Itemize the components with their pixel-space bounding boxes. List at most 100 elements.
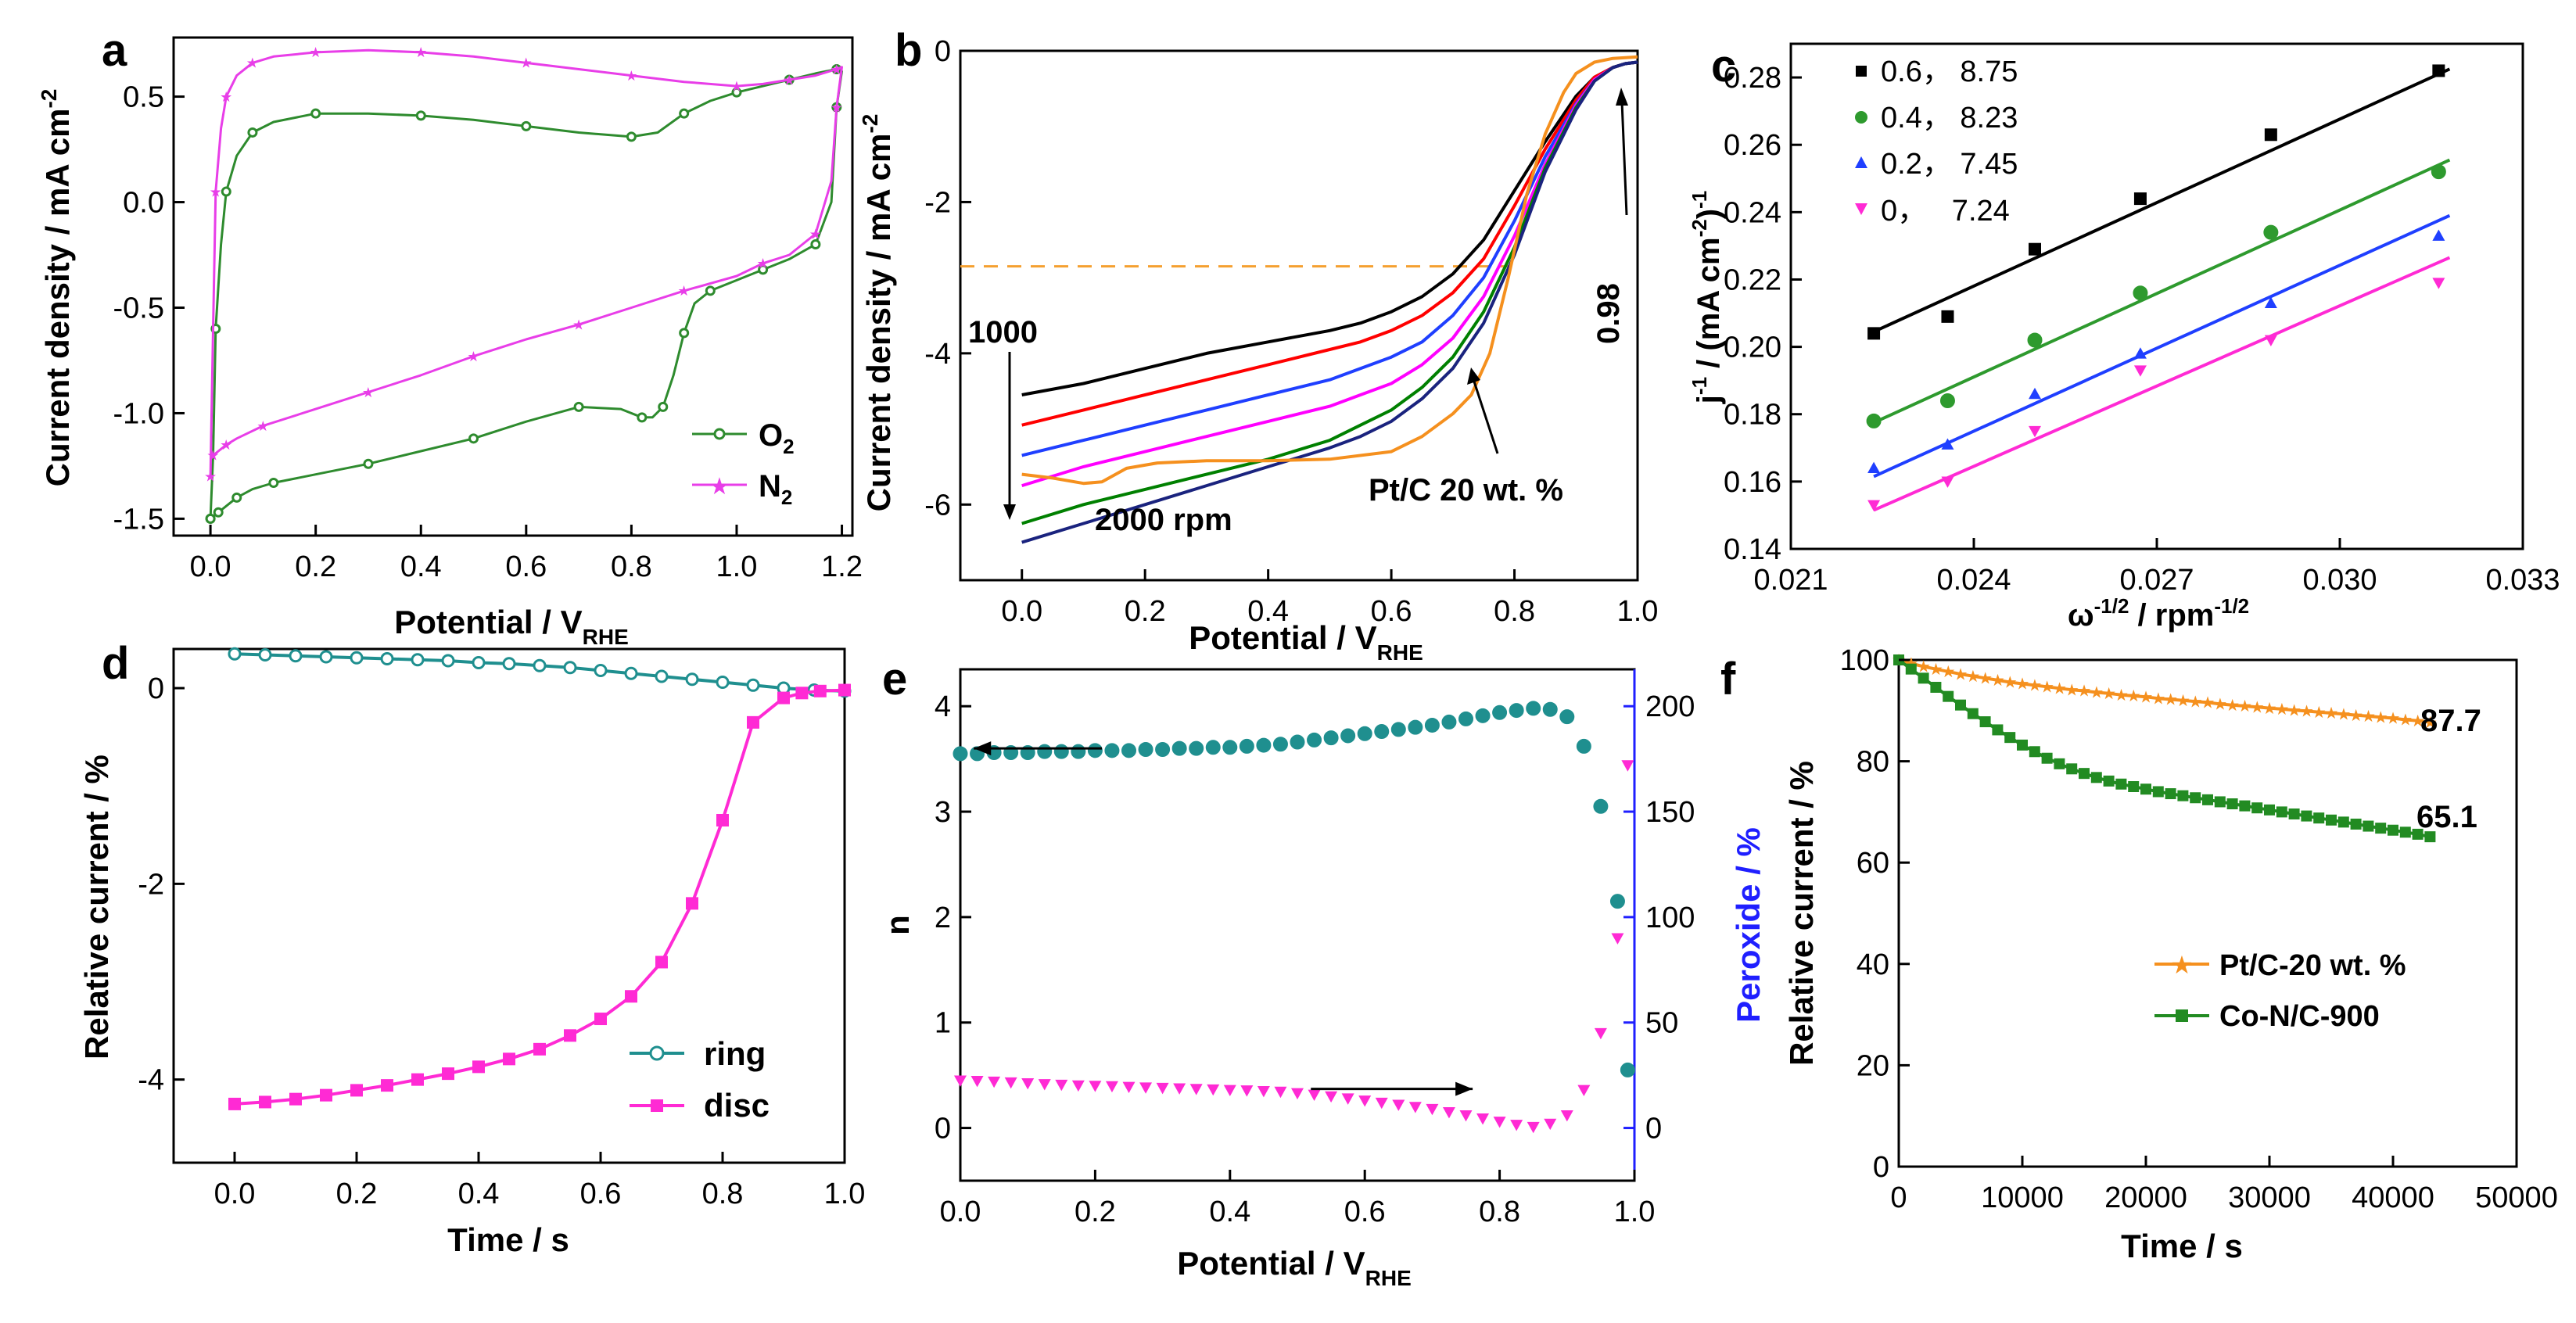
- data-point: ★: [2151, 690, 2165, 708]
- data-point: [810, 239, 821, 250]
- data-point: [1071, 1080, 1085, 1092]
- data-point: [795, 687, 809, 700]
- data-point: ★: [831, 99, 843, 115]
- series-line-disc: [234, 688, 845, 1106]
- panel-f-y-axis-label: Relative current / %: [1783, 761, 1820, 1066]
- data-point: [1620, 1062, 1635, 1077]
- data-point: [1139, 1082, 1153, 1094]
- data-point: [221, 186, 231, 197]
- panel-a-legend: O2 ★ N2: [692, 418, 795, 509]
- data-point: ★: [2176, 692, 2190, 710]
- x-tick-label: 0.2: [1125, 595, 1166, 628]
- data-point: [2399, 826, 2411, 838]
- panel-d-legend: ring disc: [630, 1035, 770, 1124]
- data-point: ★: [2386, 710, 2401, 728]
- legend-n2-label: N2: [759, 469, 792, 509]
- data-point: ★: [520, 56, 533, 71]
- panel-c-label: c: [1711, 41, 1736, 91]
- rpm-end-label: 2000 rpm: [1095, 503, 1232, 537]
- onset-arrow: [1620, 101, 1628, 216]
- x-tick-label: 0: [1890, 1181, 1907, 1214]
- y-tick-label: -4: [924, 338, 951, 371]
- x-tick-label: 0.8: [702, 1178, 744, 1210]
- y-tick-label: -1.5: [113, 503, 164, 536]
- data-point: [258, 648, 272, 662]
- fit-line: [1873, 158, 2451, 425]
- panel-c-legend: 0.6， 8.75 0.4， 8.23 0.2， 7.45 0， 7.24: [1855, 56, 2018, 228]
- data-point: [1527, 1121, 1540, 1134]
- data-point: [468, 433, 479, 444]
- panel-b-label: b: [895, 25, 922, 76]
- y-tick-label: 0.18: [1724, 399, 1781, 432]
- data-point: [1239, 738, 1254, 754]
- data-point: [380, 652, 394, 666]
- data-point: [502, 657, 516, 671]
- x-tick-label: 0.027: [2119, 564, 2194, 597]
- data-point: [777, 691, 790, 705]
- data-point: ★: [362, 385, 375, 400]
- data-point: [1004, 1077, 1017, 1089]
- data-point: [1576, 738, 1591, 754]
- series-line-n2: [209, 48, 843, 477]
- series-line: [1021, 60, 1638, 544]
- y-tick-label: 0.16: [1724, 466, 1781, 499]
- right-y-tick-label: 0: [1645, 1113, 1662, 1146]
- x-tick-label: 1.0: [716, 550, 758, 583]
- y-tick-label: 3: [935, 796, 951, 829]
- data-point: ★: [2027, 677, 2042, 695]
- data-point: [1867, 461, 1881, 474]
- x-tick-label: 1.0: [1614, 1196, 1656, 1228]
- data-point: [319, 650, 333, 664]
- data-point: [1867, 500, 1881, 512]
- legend-co-label: Co-N/C-900: [2219, 1000, 2380, 1033]
- data-point: ★: [467, 349, 479, 364]
- legend-ptc-marker: ★: [2171, 951, 2194, 979]
- data-point: [2412, 828, 2424, 840]
- data-point: [1392, 1099, 1405, 1111]
- right-y-tick-label: 200: [1645, 690, 1695, 723]
- data-point: ★: [572, 317, 585, 332]
- panel-a: a ★★★★★ ★★★★ ★★★★★★★★★★★★ 0.0 0.2 0.4 0.6 0.8 1…: [37, 25, 863, 649]
- annotation-arrow-head: [1455, 1081, 1473, 1096]
- data-point: ★: [2139, 689, 2154, 707]
- panel-a-y-ticks: -1.5 -1.0 -0.5 0.0 0.5: [113, 81, 185, 536]
- data-point: ★: [809, 226, 822, 242]
- panel-c-plot-area: [1866, 64, 2451, 512]
- rpm-arrow-head: [1003, 504, 1016, 520]
- data-point: [1240, 1085, 1254, 1097]
- data-point: [268, 478, 279, 489]
- data-point: [415, 110, 426, 121]
- data-point: [1594, 1027, 1607, 1040]
- data-point: ★: [1954, 665, 1968, 683]
- panel-e-right-y-axis-label: Peroxide / %: [1730, 827, 1767, 1023]
- x-tick-label: 0.0: [1001, 595, 1042, 628]
- fit-line: [1873, 213, 2451, 479]
- y-tick-label: -1.0: [113, 397, 164, 430]
- data-point: [2041, 752, 2053, 764]
- data-point: [1340, 728, 1356, 744]
- data-point: [1510, 1120, 1523, 1131]
- data-point: ★: [2052, 679, 2067, 697]
- data-point: [411, 1073, 424, 1086]
- data-point: [573, 401, 584, 412]
- data-point: ★: [625, 68, 637, 84]
- data-point: [1291, 1088, 1304, 1100]
- panel-e-label: e: [882, 654, 907, 705]
- data-point: ★: [206, 448, 219, 464]
- data-point: [1156, 1082, 1169, 1095]
- data-point: [533, 658, 547, 672]
- data-point: ★: [414, 45, 427, 60]
- panel-a-frame: [172, 36, 854, 537]
- data-point: [2103, 775, 2115, 787]
- data-point: [746, 678, 760, 692]
- data-point: [289, 1092, 302, 1106]
- fit-line: [1873, 256, 2451, 512]
- data-point: [1071, 744, 1086, 759]
- data-point: [747, 715, 759, 729]
- panel-a-label: a: [102, 25, 127, 76]
- data-point: [1943, 690, 1954, 702]
- data-point: [563, 661, 577, 675]
- data-point: [2264, 128, 2277, 142]
- legend-c-green-label: 0.4， 8.23: [1881, 102, 2018, 134]
- data-point: [2115, 778, 2127, 790]
